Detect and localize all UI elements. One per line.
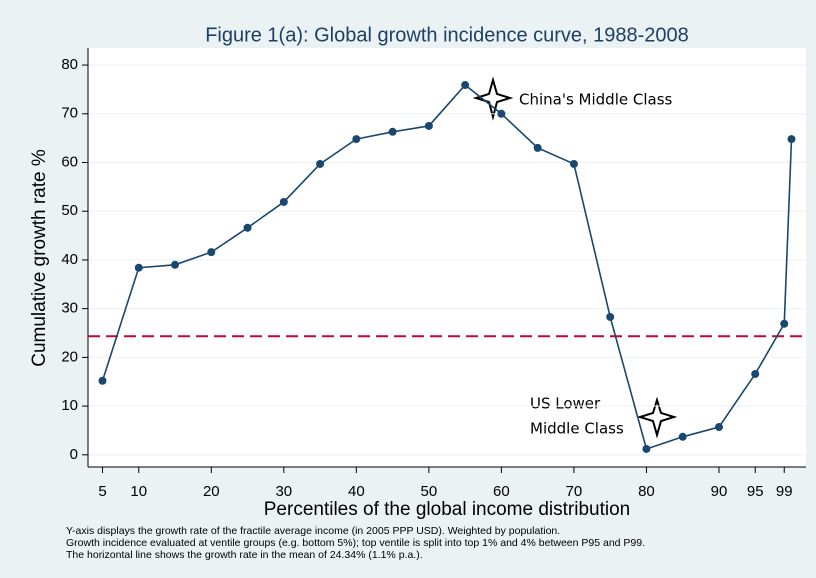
note: The horizontal line shows the growth rat… [66, 549, 423, 561]
data-point [279, 197, 288, 206]
y-tick-label: 20 [61, 348, 78, 365]
x-tick-label: 50 [421, 483, 438, 500]
star-icon [636, 396, 678, 439]
x-tick-label: 20 [203, 483, 220, 500]
annotation: China's Middle Class [519, 91, 673, 109]
data-point [714, 423, 723, 432]
data-point [171, 260, 180, 269]
x-tick-label: 70 [566, 483, 583, 500]
data-point [98, 376, 107, 385]
x-tick-label: 95 [747, 483, 764, 500]
note: Growth incidence evaluated at ventile gr… [66, 537, 645, 549]
data-point [787, 135, 796, 144]
x-tick-label: 60 [493, 483, 510, 500]
y-axis-title: Cumulative growth rate % [29, 149, 50, 367]
data-point [606, 312, 615, 321]
data-point [751, 369, 760, 378]
star-icon [472, 76, 514, 121]
note: Y-axis displays the growth rate of the f… [66, 525, 560, 537]
x-tick-label: 10 [130, 483, 147, 500]
x-tick-label: 40 [348, 483, 365, 500]
data-point [388, 127, 397, 136]
y-tick-label: 50 [61, 202, 78, 219]
data-point [497, 109, 506, 118]
data-point [134, 263, 143, 272]
x-tick-label: 80 [638, 483, 655, 500]
y-tick-label: 30 [61, 300, 78, 317]
x-tick-label: 90 [711, 483, 728, 500]
data-point [352, 135, 361, 144]
y-tick-label: 80 [61, 56, 78, 73]
x-axis-title: Percentiles of the global income distrib… [264, 499, 630, 520]
annotation: US Lower [530, 395, 601, 413]
plot-area [88, 48, 806, 467]
x-tick-label: 30 [275, 483, 292, 500]
data-point [678, 432, 687, 441]
x-tick-label: 99 [776, 483, 793, 500]
data-point [316, 159, 325, 168]
annotation: Middle Class [530, 420, 624, 438]
y-tick-label: 60 [61, 153, 78, 170]
chart-title: Figure 1(a): Global growth incidence cur… [205, 24, 689, 46]
data-point [243, 223, 252, 232]
y-tick-label: 10 [61, 397, 78, 414]
y-tick-label: 0 [70, 446, 78, 463]
data-point [569, 159, 578, 168]
data-point [642, 444, 651, 453]
x-tick-label: 5 [98, 483, 106, 500]
data-point [207, 248, 216, 257]
y-tick-label: 40 [61, 251, 78, 268]
y-tick-label: 70 [61, 105, 78, 122]
data-point [533, 143, 542, 152]
data-point [424, 121, 433, 130]
data-point [780, 319, 789, 328]
data-point [461, 81, 470, 90]
